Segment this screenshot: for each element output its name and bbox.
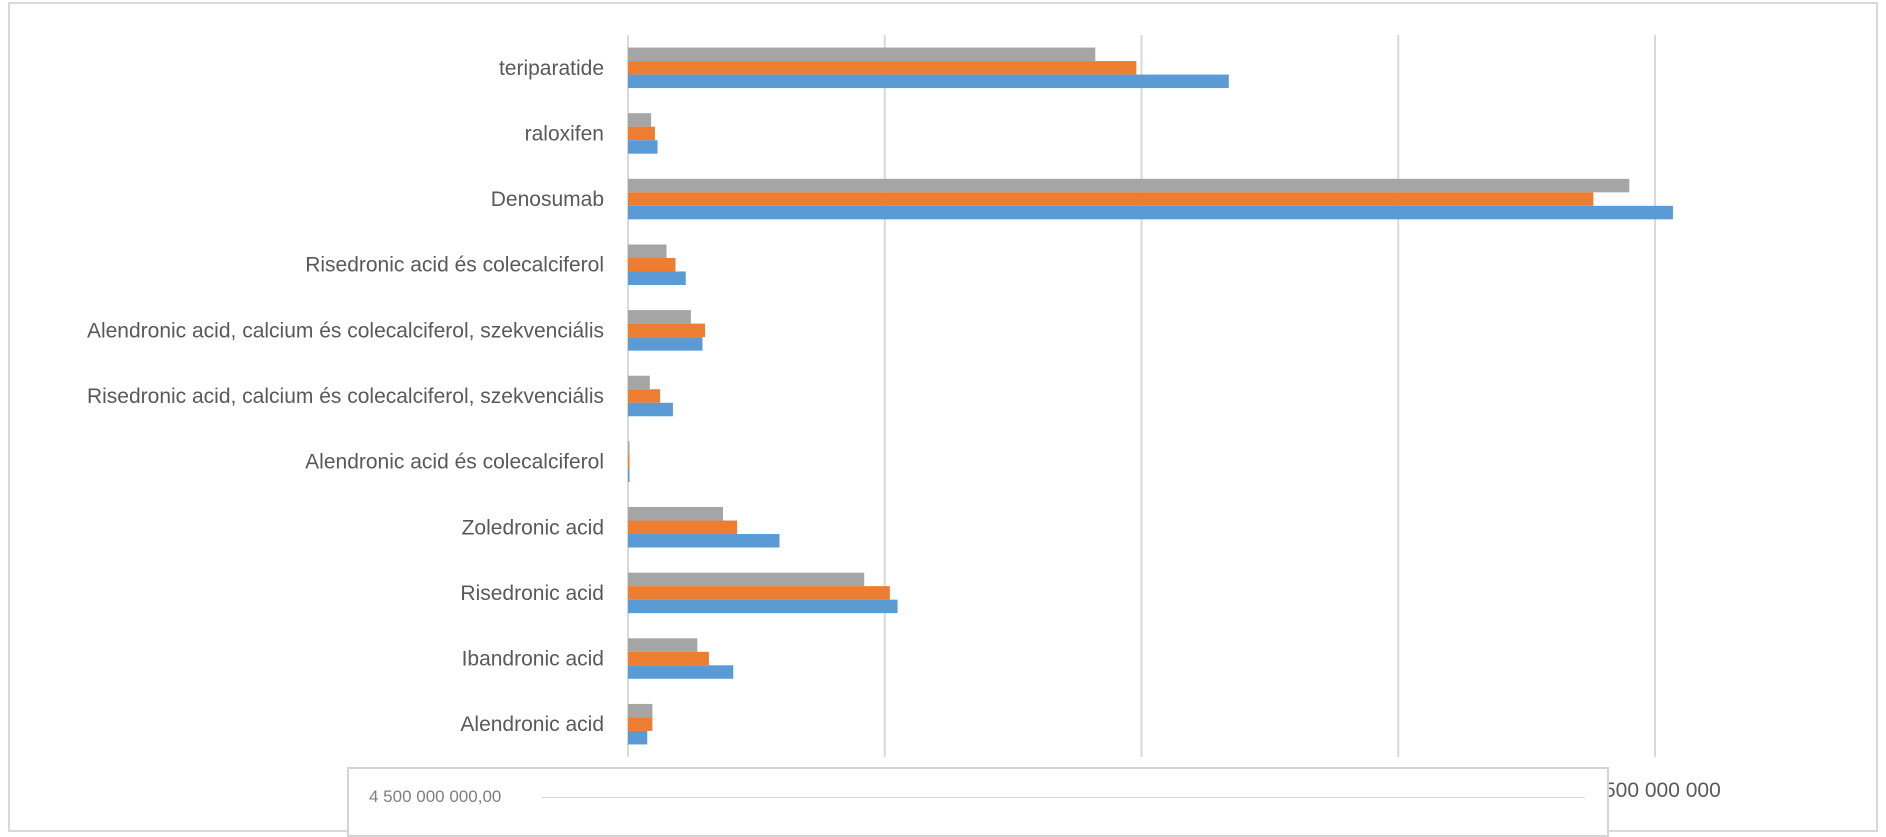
chart-frame xyxy=(8,2,1878,832)
bar xyxy=(628,586,890,600)
bar xyxy=(628,337,703,351)
bar xyxy=(628,534,780,548)
bar xyxy=(628,244,667,258)
category-labels: teriparatide raloxifen Denosumab Risedronic… xyxy=(87,57,604,736)
category-label: Risedronic acid xyxy=(460,582,604,605)
bar xyxy=(628,61,1137,75)
bar xyxy=(628,375,650,390)
category-label: Ibandronic acid xyxy=(462,648,604,671)
category-label: Denosumab xyxy=(491,188,604,211)
x-tick-label: 500 000 000 xyxy=(1604,779,1721,802)
category-label: Risedronic acid, calcium és colecalcifer… xyxy=(87,385,604,408)
bar xyxy=(628,638,698,652)
bar xyxy=(628,323,706,338)
category-label: Alendronic acid, calcium és colecalcifer… xyxy=(87,319,604,342)
category-label: Risedronic acid és colecalciferol xyxy=(305,254,604,277)
bar xyxy=(628,192,1594,206)
bar xyxy=(628,665,734,679)
category-label: Zoledronic acid xyxy=(462,516,604,539)
bar xyxy=(628,113,652,127)
bar xyxy=(628,271,686,285)
bar xyxy=(628,599,898,614)
bar xyxy=(628,402,673,417)
bars xyxy=(628,47,1673,745)
bar xyxy=(628,310,691,324)
bar xyxy=(628,468,630,482)
gridlines xyxy=(627,35,1656,757)
bar xyxy=(628,257,676,272)
bar xyxy=(628,178,1630,193)
bar xyxy=(628,126,655,141)
category-label: teriparatide xyxy=(499,57,604,80)
bar xyxy=(628,454,630,469)
category-label: Alendronic acid és colecalciferol xyxy=(305,451,604,474)
category-label: raloxifen xyxy=(525,122,604,145)
bar xyxy=(628,703,653,718)
bar xyxy=(628,205,1673,220)
bar xyxy=(628,651,709,666)
bar xyxy=(628,441,630,455)
bar xyxy=(628,47,1096,62)
bar xyxy=(628,507,723,521)
overlay-value-label: 4 500 000 000,00 xyxy=(369,787,502,806)
bar xyxy=(628,717,653,731)
bar xyxy=(628,389,661,403)
bar xyxy=(628,730,648,745)
bar xyxy=(628,140,658,154)
bar xyxy=(628,74,1229,89)
category-label: Alendronic acid xyxy=(460,713,604,736)
bar xyxy=(628,572,865,587)
bar xyxy=(628,520,738,535)
overlay-line xyxy=(542,797,1585,798)
overlay-panel: 4 500 000 000,00 xyxy=(347,767,1609,837)
